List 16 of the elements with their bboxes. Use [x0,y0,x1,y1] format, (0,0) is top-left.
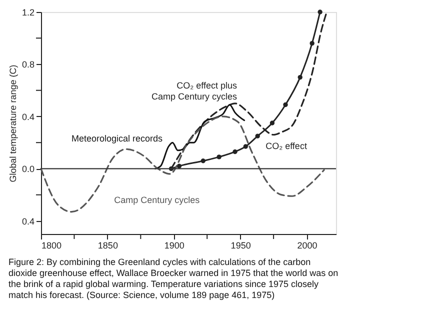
y-tick-label: 1.2 [22,8,34,18]
x-tick-label: 1900 [164,240,184,250]
y-axis-title: Global temperature range (C) [8,64,18,182]
y-tick-label: 0.4 [22,112,34,122]
x-tick-label: 1950 [230,240,251,250]
x-tick-label: 1850 [98,240,118,250]
series-label: CO₂ effect plus Camp Century cycles [151,80,238,102]
y-tick-label: 0.4 [22,216,34,226]
caption: Figure 2: By combining the Greenland cycles with calculations of the carbon dioxide greenhouse effect, Wallace Broecker warned in 1975 that the world was on the brink of a rapid global warming. Temperature variations since 1975 closely match his forecast. (Source: Science, volume 189 page 461, 1975) [8,257,338,300]
series-label: Camp Century cycles [114,194,200,205]
x-tick-label: 1800 [42,240,62,250]
series-label: Meteorological records [72,134,164,144]
series-label: CO₂ effect [266,141,308,152]
y-tick-label: 0.0 [22,164,34,174]
y-tick-label: 0.8 [22,60,34,70]
x-tick-label: 2000 [297,240,318,250]
